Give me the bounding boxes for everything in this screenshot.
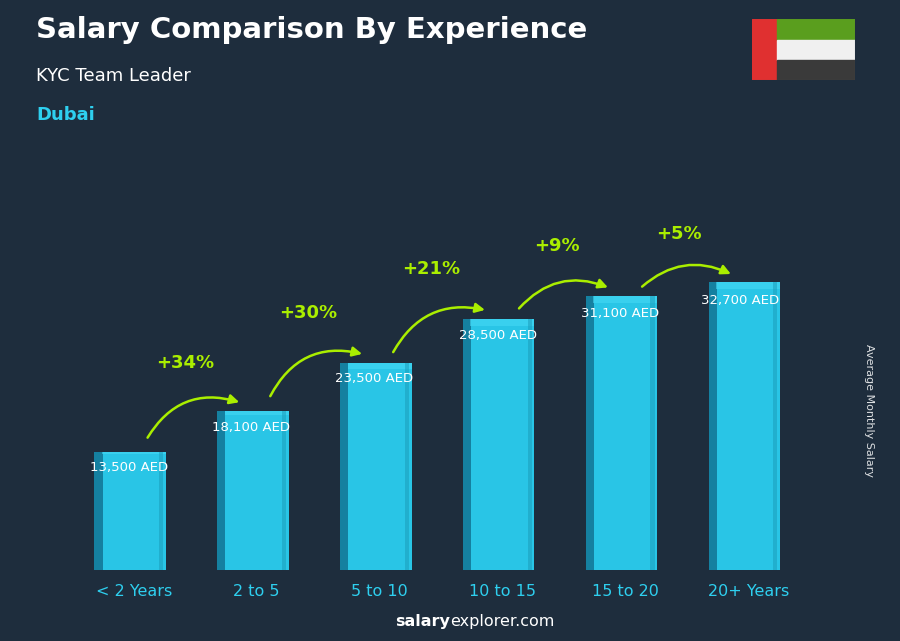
Text: KYC Team Leader: KYC Team Leader (36, 67, 191, 85)
Bar (347, 363, 411, 369)
Text: 28,500 AED: 28,500 AED (459, 329, 537, 342)
Bar (708, 282, 716, 570)
Bar (586, 296, 594, 570)
Bar (405, 363, 409, 570)
Bar (651, 296, 654, 570)
Bar (102, 451, 166, 454)
Bar (778, 19, 855, 40)
Text: salary: salary (395, 615, 450, 629)
Text: +5%: +5% (656, 224, 702, 242)
Bar (527, 319, 532, 570)
Bar (159, 451, 163, 570)
Bar (773, 282, 778, 570)
Bar (593, 296, 657, 570)
Bar (716, 282, 780, 290)
Text: explorer.com: explorer.com (450, 615, 554, 629)
Bar (716, 282, 780, 570)
Bar (347, 363, 411, 570)
Bar (463, 319, 471, 570)
Bar (225, 411, 289, 415)
Bar (778, 40, 855, 60)
Text: +21%: +21% (402, 260, 460, 278)
Text: 23,500 AED: 23,500 AED (336, 372, 413, 385)
Bar (471, 319, 535, 326)
Bar (593, 296, 657, 303)
Bar (282, 411, 286, 570)
Text: +9%: +9% (534, 237, 580, 255)
Text: 18,100 AED: 18,100 AED (212, 420, 291, 433)
Bar (94, 451, 103, 570)
Text: 32,700 AED: 32,700 AED (701, 294, 779, 307)
Text: 31,100 AED: 31,100 AED (581, 307, 659, 320)
Text: Dubai: Dubai (36, 106, 94, 124)
Bar (752, 19, 778, 80)
Bar (471, 319, 535, 570)
Text: 13,500 AED: 13,500 AED (90, 461, 167, 474)
Text: Salary Comparison By Experience: Salary Comparison By Experience (36, 16, 587, 44)
Bar (102, 451, 166, 570)
Text: Average Monthly Salary: Average Monthly Salary (863, 344, 874, 477)
Bar (778, 60, 855, 80)
Text: +34%: +34% (157, 354, 214, 372)
Bar (340, 363, 348, 570)
Bar (217, 411, 225, 570)
Text: +30%: +30% (279, 304, 338, 322)
Bar (225, 411, 289, 570)
